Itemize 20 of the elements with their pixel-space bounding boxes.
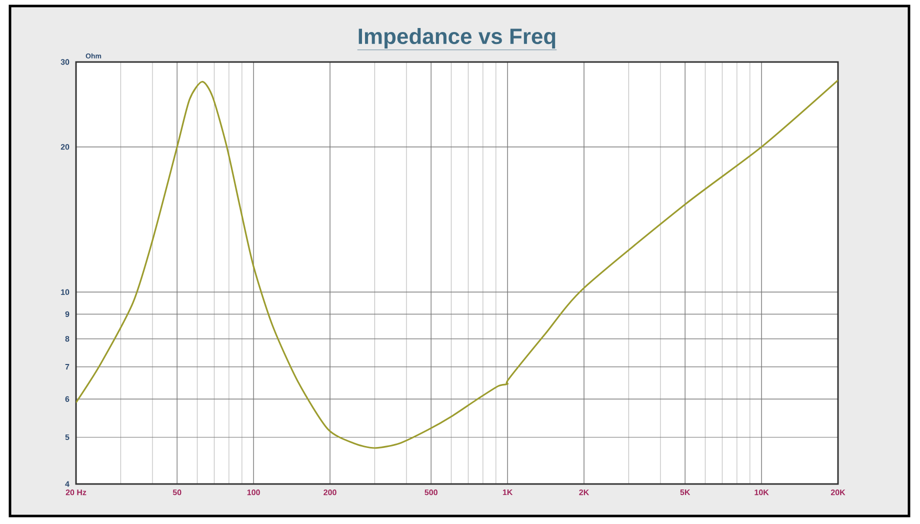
x-tick-label: 20 Hz [66, 490, 86, 496]
y-tick-label: 9 [65, 311, 70, 317]
x-tick-label: 20K [830, 490, 846, 496]
x-tick-label: 50 [172, 490, 182, 496]
y-tick-label: 10 [61, 289, 70, 295]
x-tick-label: 10K [754, 490, 769, 496]
x-tick-label: 100 [247, 490, 260, 496]
y-tick-label: 5 [65, 434, 70, 440]
x-tick-label: 200 [324, 490, 336, 496]
chart-title: Impedance vs Freq [358, 28, 556, 48]
y-tick-label: 7 [65, 364, 70, 370]
x-tick-label: 5K [680, 490, 690, 496]
y-tick-label: 4 [65, 481, 70, 487]
y-tick-label: 8 [65, 336, 70, 342]
y-tick-label: 6 [65, 396, 70, 402]
x-tick-label: 500 [424, 490, 438, 496]
x-tick-label: 1K [502, 490, 513, 496]
x-tick-label: 2K [579, 490, 590, 496]
y-tick-label: 30 [60, 59, 70, 65]
y-tick-label: 20 [60, 144, 70, 150]
